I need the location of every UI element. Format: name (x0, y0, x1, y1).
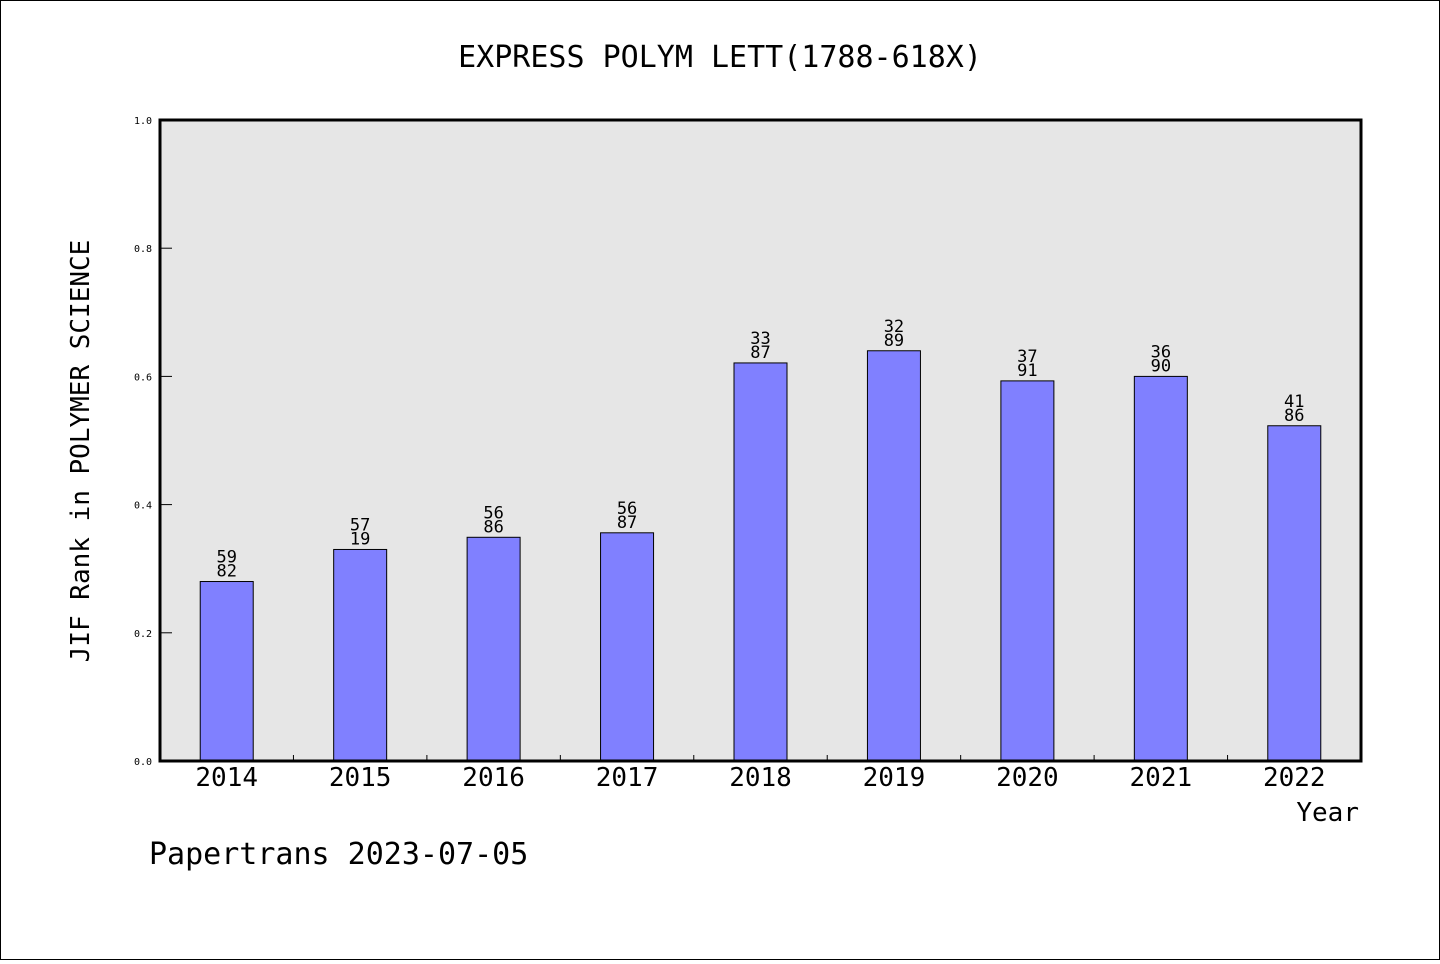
bar-2020 (1000, 380, 1055, 762)
y-axis-title: JIF Rank in POLYMER SCIENCE (66, 240, 96, 663)
bar-2014 (199, 581, 254, 762)
x-tick-label: 2022 (1263, 763, 1326, 793)
bar-label-rank: 32 (884, 317, 904, 337)
plot-border (158, 118, 1363, 763)
footer-credit: Papertrans 2023-07-05 (149, 837, 528, 872)
bar-label-rank: 56 (617, 499, 637, 519)
y-tick-label: 0.2 (134, 629, 152, 640)
x-tick-label: 2021 (1130, 763, 1193, 793)
bar-label-total: 91 (1017, 361, 1037, 381)
y-tick-label: 0.4 (134, 501, 152, 512)
x-axis-title: Year (1296, 798, 1359, 828)
bar-label-rank: 59 (216, 548, 236, 568)
chart-title: EXPRESS POLYM LETT(1788-618X) (458, 40, 982, 75)
bar-label-rank: 57 (350, 515, 370, 535)
bar-label-total: 90 (1151, 356, 1171, 376)
x-axis: 2014 2015 2016 2017 2018 2019 2020 2021 2022 (195, 755, 1326, 793)
x-tick-label: 2020 (996, 763, 1059, 793)
bar-label-total: 82 (216, 562, 236, 582)
bar-label-total: 86 (483, 517, 503, 537)
y-tick-label: 1.0 (134, 116, 152, 127)
y-tick-label: 0.8 (134, 244, 152, 255)
bar-2016 (466, 536, 521, 762)
bar-label-rank: 36 (1151, 342, 1171, 362)
y-tick-label: 0.0 (134, 757, 152, 768)
bar-label-total: 87 (617, 513, 637, 533)
x-tick-label: 2019 (863, 763, 926, 793)
bar-label-rank: 56 (483, 503, 503, 523)
bar-label-total: 87 (750, 343, 770, 363)
x-tick-label: 2014 (195, 763, 258, 793)
bar-2017 (600, 532, 655, 762)
x-tick-label: 2015 (329, 763, 392, 793)
x-tick-label: 2017 (596, 763, 659, 793)
y-tick-label: 0.6 (134, 372, 152, 383)
bar-label-total: 19 (350, 529, 370, 549)
bar-label-rank: 33 (750, 329, 770, 349)
x-tick-label: 2018 (729, 763, 792, 793)
bar-label-rank: 37 (1017, 347, 1037, 367)
bar-2021 (1133, 375, 1188, 762)
bar-2019 (866, 350, 921, 762)
bar-2015 (333, 548, 388, 762)
bars (199, 350, 1322, 762)
bar-label-total: 89 (884, 331, 904, 351)
bar-2022 (1267, 425, 1322, 762)
bar-label-rank: 41 (1284, 392, 1304, 412)
bar-label-total: 86 (1284, 406, 1304, 426)
x-tick-label: 2016 (462, 763, 525, 793)
bar-2018 (733, 362, 788, 762)
